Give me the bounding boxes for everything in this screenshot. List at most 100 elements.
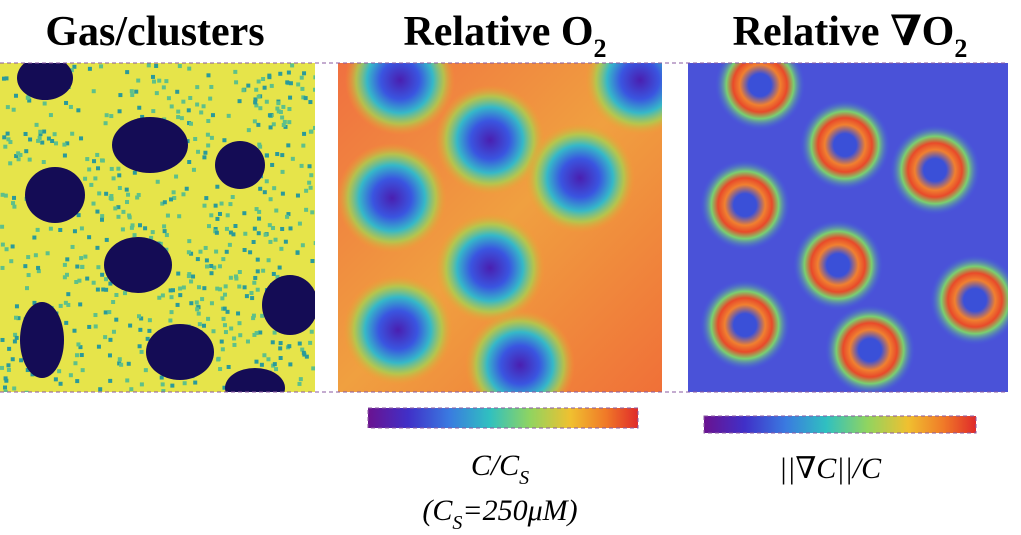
noise-pixel bbox=[275, 152, 280, 157]
noise-pixel bbox=[250, 296, 255, 301]
noise-pixel bbox=[130, 223, 135, 228]
noise-pixel bbox=[237, 284, 242, 289]
noise-pixel bbox=[41, 160, 46, 165]
noise-pixel bbox=[48, 113, 53, 118]
noise-pixel bbox=[308, 340, 313, 345]
noise-pixel bbox=[145, 336, 150, 341]
noise-pixel bbox=[120, 227, 125, 232]
noise-pixel bbox=[311, 366, 315, 371]
noise-pixel bbox=[58, 227, 63, 232]
noise-pixel bbox=[254, 359, 259, 364]
noise-pixel bbox=[95, 245, 100, 250]
noise-pixel bbox=[139, 382, 144, 387]
noise-pixel bbox=[137, 344, 142, 349]
noise-pixel bbox=[189, 251, 194, 256]
noise-pixel bbox=[27, 157, 32, 162]
noise-pixel bbox=[72, 328, 77, 333]
noise-pixel bbox=[205, 264, 210, 269]
noise-pixel bbox=[264, 153, 269, 158]
noise-pixel bbox=[216, 357, 221, 362]
noise-pixel bbox=[281, 122, 286, 127]
noise-pixel bbox=[267, 223, 272, 228]
noise-pixel bbox=[176, 109, 181, 114]
noise-pixel bbox=[225, 213, 230, 218]
noise-pixel bbox=[121, 209, 126, 214]
noise-pixel bbox=[202, 155, 207, 160]
colorbar bbox=[703, 415, 977, 434]
noise-pixel bbox=[100, 272, 105, 277]
noise-pixel bbox=[268, 239, 273, 244]
o2-well bbox=[435, 213, 545, 323]
noise-pixel bbox=[277, 265, 282, 270]
noise-pixel bbox=[209, 213, 214, 218]
o2-image bbox=[338, 63, 662, 392]
noise-pixel bbox=[113, 206, 118, 211]
noise-pixel bbox=[206, 143, 211, 148]
noise-pixel bbox=[237, 99, 242, 104]
noise-pixel bbox=[274, 208, 279, 213]
noise-pixel bbox=[310, 259, 315, 264]
noise-pixel bbox=[280, 226, 285, 231]
noise-pixel bbox=[125, 200, 130, 205]
noise-pixel bbox=[272, 186, 277, 191]
cluster bbox=[25, 167, 85, 223]
noise-pixel bbox=[154, 63, 159, 68]
noise-pixel bbox=[193, 380, 198, 385]
noise-pixel bbox=[304, 354, 309, 359]
gradient-ring bbox=[930, 255, 1008, 345]
noise-pixel bbox=[209, 301, 214, 306]
noise-pixel bbox=[195, 307, 200, 312]
noise-pixel bbox=[246, 128, 251, 133]
noise-pixel bbox=[263, 232, 268, 237]
noise-pixel bbox=[33, 253, 38, 258]
o2-well bbox=[525, 123, 635, 233]
noise-pixel bbox=[209, 271, 214, 276]
noise-pixel bbox=[147, 328, 152, 333]
noise-pixel bbox=[194, 300, 199, 305]
noise-pixel bbox=[42, 129, 47, 134]
noise-pixel bbox=[222, 385, 227, 390]
noise-pixel bbox=[4, 378, 9, 383]
noise-pixel bbox=[19, 358, 24, 363]
noise-pixel bbox=[138, 327, 143, 332]
gradient-ring bbox=[800, 100, 890, 190]
noise-pixel bbox=[199, 110, 204, 115]
noise-pixel bbox=[168, 318, 173, 323]
noise-pixel bbox=[164, 79, 169, 84]
noise-pixel bbox=[176, 271, 181, 276]
noise-pixel bbox=[126, 361, 131, 366]
noise-pixel bbox=[302, 71, 307, 76]
noise-pixel bbox=[264, 179, 269, 184]
noise-pixel bbox=[214, 230, 219, 235]
noise-pixel bbox=[79, 226, 84, 231]
noise-pixel bbox=[72, 229, 77, 234]
noise-pixel bbox=[0, 224, 5, 229]
noise-pixel bbox=[278, 109, 283, 114]
noise-pixel bbox=[83, 254, 88, 259]
noise-pixel bbox=[137, 223, 142, 228]
noise-pixel bbox=[8, 161, 13, 166]
noise-pixel bbox=[214, 249, 219, 254]
noise-pixel bbox=[161, 389, 166, 392]
noise-pixel bbox=[196, 311, 201, 316]
noise-pixel bbox=[85, 276, 90, 281]
noise-pixel bbox=[288, 226, 293, 231]
noise-pixel bbox=[66, 292, 71, 297]
noise-pixel bbox=[253, 275, 258, 280]
noise-pixel bbox=[169, 295, 174, 300]
noise-pixel bbox=[203, 150, 208, 155]
cluster bbox=[215, 141, 265, 189]
noise-pixel bbox=[78, 345, 83, 350]
noise-pixel bbox=[2, 135, 7, 140]
noise-pixel bbox=[101, 287, 106, 292]
noise-pixel bbox=[262, 190, 267, 195]
noise-pixel bbox=[297, 341, 302, 346]
noise-pixel bbox=[24, 286, 29, 291]
noise-pixel bbox=[313, 75, 315, 80]
noise-pixel bbox=[16, 316, 21, 321]
noise-pixel bbox=[109, 193, 114, 198]
noise-pixel bbox=[286, 70, 291, 75]
noise-pixel bbox=[181, 285, 186, 290]
noise-pixel bbox=[74, 279, 79, 284]
